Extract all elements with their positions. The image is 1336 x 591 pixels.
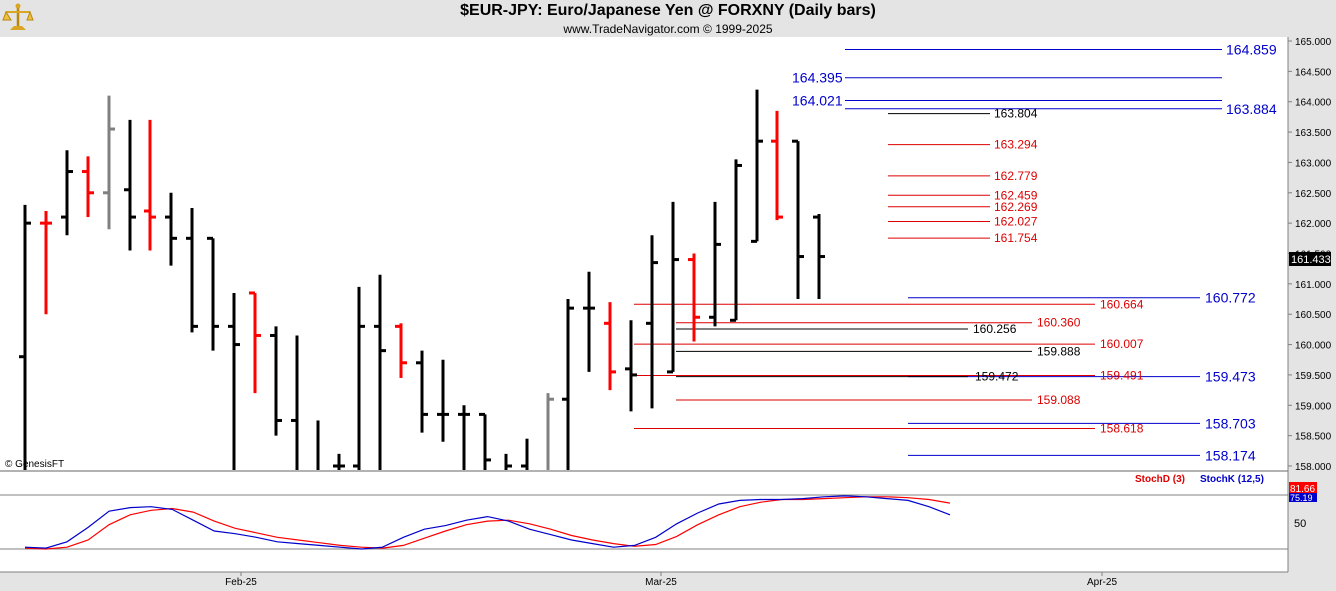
stoch-tick-50: 50 xyxy=(1294,518,1306,530)
price-levels: 164.859 164.395 164.021 163.884 160.772 159.4… xyxy=(634,42,1277,463)
red-level-label: 162.027 xyxy=(994,215,1038,229)
price-tick-label: 162.000 xyxy=(1295,219,1332,230)
stochk-legend: StochK (12,5) xyxy=(1200,474,1264,485)
stochastic-panel xyxy=(0,472,1288,572)
red-level-label: 160.664 xyxy=(1100,297,1144,311)
red-level-label: 160.360 xyxy=(1037,316,1081,330)
red-level-label: 162.269 xyxy=(994,200,1038,214)
price-tick-label: 158.500 xyxy=(1295,432,1332,443)
last-price-box xyxy=(1289,252,1331,266)
chart-title: $EUR-JPY: Euro/Japanese Yen @ FORXNY (Da… xyxy=(460,2,876,19)
red-level-label: 162.779 xyxy=(994,169,1038,183)
ohlc-bars xyxy=(19,89,825,470)
red-level-label: 159.088 xyxy=(1037,393,1081,407)
price-tick-label: 164.000 xyxy=(1295,98,1332,109)
red-level-label: 161.754 xyxy=(994,231,1038,245)
red-level-label: 159.491 xyxy=(1100,368,1144,382)
copyright-label: © GenesisFT xyxy=(5,459,64,470)
blue-level-label: 164.859 xyxy=(1226,42,1277,58)
red-level-label: 163.294 xyxy=(994,138,1038,152)
time-tick-label: Feb-25 xyxy=(225,577,257,588)
stochd-value-box xyxy=(1289,482,1317,494)
black-level-label: 163.804 xyxy=(994,107,1038,121)
stochk-value: 75.19 xyxy=(1290,493,1313,503)
golden-scale-icon xyxy=(2,3,34,30)
price-tick-label: 158.000 xyxy=(1295,462,1332,473)
black-level-label: 160.256 xyxy=(973,322,1017,336)
red-level-label: 162.459 xyxy=(994,188,1038,202)
price-tick-label: 162.500 xyxy=(1295,189,1332,200)
price-tick-label: 159.500 xyxy=(1295,371,1332,382)
stochastic-lines xyxy=(0,494,1288,550)
blue-level-label: 160.772 xyxy=(1205,290,1256,306)
blue-level-label: 158.174 xyxy=(1205,447,1256,463)
chart-subtitle: www.TradeNavigator.com © 1999-2025 xyxy=(563,22,773,36)
time-tick-label: Mar-25 xyxy=(645,577,677,588)
price-tick-label: 160.000 xyxy=(1295,341,1332,352)
red-level-label: 160.007 xyxy=(1100,337,1144,351)
price-tick-label: 163.500 xyxy=(1295,128,1332,139)
price-tick-label: 160.500 xyxy=(1295,310,1332,321)
time-tick-label: Apr-25 xyxy=(1087,577,1117,588)
price-tick-label: 165.000 xyxy=(1295,37,1332,48)
black-level-label: 159.472 xyxy=(975,370,1019,384)
blue-level-label: 163.884 xyxy=(1226,101,1277,117)
price-tick-label: 161.000 xyxy=(1295,280,1332,291)
last-price-label: 161.433 xyxy=(1291,254,1331,266)
chart-header: $EUR-JPY: Euro/Japanese Yen @ FORXNY (Da… xyxy=(0,0,1336,37)
stochk-line xyxy=(24,495,951,550)
price-tick-label: 164.500 xyxy=(1295,67,1332,78)
black-level-label: 159.888 xyxy=(1037,344,1081,358)
blue-level-label: 158.703 xyxy=(1205,415,1256,431)
red-level-label: 158.618 xyxy=(1100,421,1144,435)
price-tick-label: 159.000 xyxy=(1295,401,1332,412)
price-tick-label: 163.000 xyxy=(1295,158,1332,169)
blue-level-label: 164.395 xyxy=(792,70,843,86)
stochd-legend: StochD (3) xyxy=(1135,474,1185,485)
stochk-value-box xyxy=(1289,493,1317,502)
stochd-value: 81.66 xyxy=(1290,484,1315,495)
blue-level-label: 159.473 xyxy=(1205,369,1256,385)
blue-level-label: 164.021 xyxy=(792,92,843,108)
time-axis-labels: Feb-25 Mar-25 Apr-25 xyxy=(225,572,1117,588)
